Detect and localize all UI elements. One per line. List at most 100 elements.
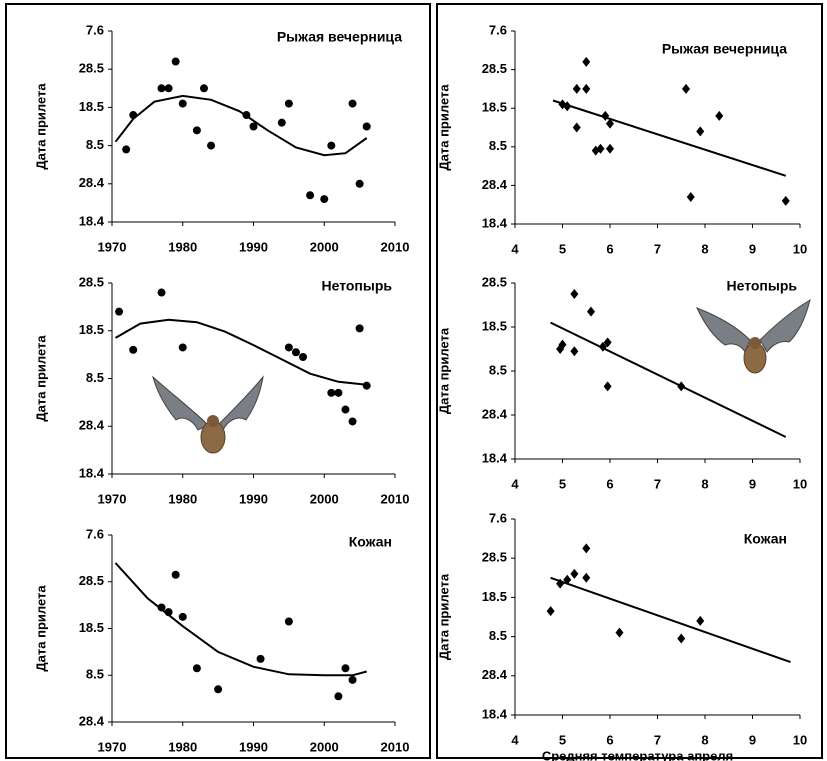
y-tick-label: 7.6 xyxy=(86,526,104,541)
x-tick-label: 7 xyxy=(654,241,661,256)
y-tick-label: 28.5 xyxy=(79,274,104,289)
y-tick-label: 28.4 xyxy=(79,175,105,190)
x-tick-label: 10 xyxy=(793,476,807,491)
point xyxy=(341,405,350,414)
point xyxy=(582,572,591,583)
point xyxy=(299,353,308,362)
y-tick-label: 18.4 xyxy=(482,450,508,465)
x-tick-label: 9 xyxy=(749,476,756,491)
point xyxy=(348,417,357,426)
y-tick-label: 18.4 xyxy=(482,215,508,230)
point xyxy=(334,692,343,701)
point xyxy=(327,141,336,150)
panel-title: Кожан xyxy=(349,534,392,550)
trend-line xyxy=(115,318,367,386)
y-tick-label: 28.4 xyxy=(79,713,105,728)
x-tick-label: 9 xyxy=(749,241,756,256)
point xyxy=(291,348,300,357)
point xyxy=(284,99,293,108)
x-tick-label: 1970 xyxy=(98,739,127,754)
trend-line xyxy=(114,562,367,677)
bat-image xyxy=(152,375,264,454)
y-tick-label: 8.5 xyxy=(489,362,507,377)
y-tick-label: 18.4 xyxy=(482,706,508,721)
y-axis-label: Дата прилета xyxy=(33,83,48,170)
y-tick-label: 18.5 xyxy=(482,100,507,115)
y-tick-label: 7.6 xyxy=(489,22,507,37)
x-tick-label: 8 xyxy=(701,732,708,747)
point xyxy=(362,381,371,390)
point xyxy=(171,57,180,66)
y-axis-label: Дата прилета xyxy=(33,335,48,422)
x-tick-label: 1990 xyxy=(239,239,268,254)
point xyxy=(615,627,624,638)
y-tick-label: 28.4 xyxy=(482,406,508,421)
y-tick-label: 18.5 xyxy=(482,318,507,333)
point xyxy=(157,84,166,93)
panel-title: Рыжая вечерница xyxy=(662,41,787,57)
point xyxy=(606,118,614,129)
point xyxy=(355,179,364,188)
point xyxy=(192,126,201,135)
x-tick-label: 4 xyxy=(511,241,519,256)
point xyxy=(348,99,357,108)
panel-title: Нетопырь xyxy=(726,278,797,294)
trend-line xyxy=(550,321,787,438)
point xyxy=(207,141,216,150)
x-tick-label: 7 xyxy=(654,476,661,491)
y-tick-label: 28.5 xyxy=(79,61,104,76)
point xyxy=(582,83,591,94)
y-tick-label: 8.5 xyxy=(86,667,104,682)
y-tick-label: 28.5 xyxy=(482,61,507,76)
point xyxy=(334,388,343,397)
right-frame xyxy=(436,3,823,759)
y-tick-label: 8.5 xyxy=(86,370,104,385)
point xyxy=(362,122,371,131)
y-tick-label: 28.4 xyxy=(482,177,508,192)
x-tick-label: 1980 xyxy=(168,739,197,754)
x-tick-label: 1970 xyxy=(98,491,127,506)
x-tick-label: 8 xyxy=(701,476,708,491)
x-tick-label: 1970 xyxy=(98,239,127,254)
x-tick-label: 5 xyxy=(559,732,566,747)
point xyxy=(546,606,555,617)
point xyxy=(341,664,350,673)
x-tick-label: 6 xyxy=(606,732,613,747)
x-tick-label: 4 xyxy=(511,476,519,491)
x-axis-label: Средняя температура апреля xyxy=(542,748,733,761)
x-tick-label: 10 xyxy=(793,732,807,747)
point xyxy=(129,345,138,354)
x-tick-label: 9 xyxy=(749,732,756,747)
point xyxy=(596,143,605,154)
point xyxy=(277,118,286,127)
y-axis-label: Дата прилета xyxy=(436,573,451,660)
point xyxy=(249,122,258,131)
point xyxy=(115,307,124,316)
x-tick-label: 2000 xyxy=(310,239,339,254)
point xyxy=(587,306,595,317)
point xyxy=(558,339,567,350)
point xyxy=(122,145,131,154)
y-tick-label: 28.5 xyxy=(79,573,104,588)
point xyxy=(572,83,581,94)
point xyxy=(320,195,329,204)
point xyxy=(696,615,705,626)
point xyxy=(603,381,612,392)
point xyxy=(256,654,265,663)
point xyxy=(178,343,187,352)
point xyxy=(355,324,364,333)
point xyxy=(171,570,180,579)
x-tick-label: 2010 xyxy=(381,239,410,254)
point xyxy=(570,289,579,299)
left-frame xyxy=(5,3,431,759)
x-tick-label: 1990 xyxy=(239,739,268,754)
point xyxy=(164,84,173,93)
point xyxy=(284,617,293,626)
trend-line xyxy=(550,576,791,664)
point xyxy=(284,343,293,352)
point xyxy=(603,337,612,348)
point xyxy=(582,56,591,67)
point xyxy=(781,195,790,206)
panel-title: Нетопырь xyxy=(321,278,392,294)
